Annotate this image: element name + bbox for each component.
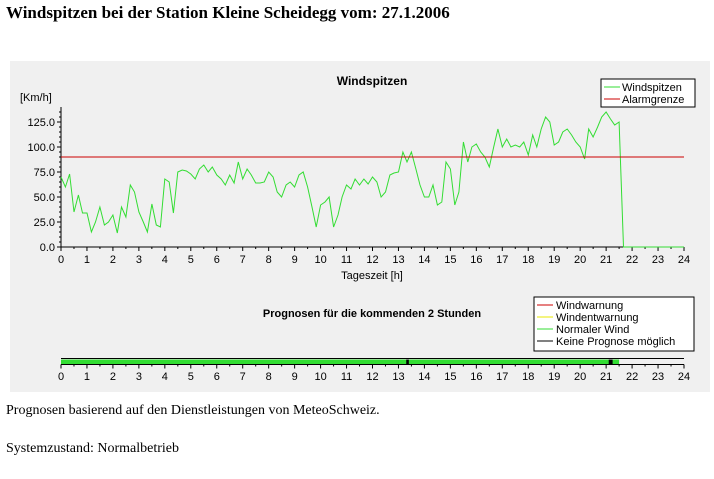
forecast-tick-label: 16 <box>470 371 482 383</box>
x-tick-label: 9 <box>292 254 298 266</box>
y-tick-label: 50.0 <box>34 192 55 204</box>
series-line-windspitzen <box>60 111 684 248</box>
chart-panel: Windspitzen [Km/h] Tageszeit [h] 0.0 25.0 50.… <box>10 61 710 392</box>
x-tick-label: 13 <box>392 254 404 266</box>
forecast-legend <box>533 296 695 352</box>
y-tick-label: 100.0 <box>27 142 55 154</box>
x-tick-label: 8 <box>266 254 272 266</box>
system-status: Systemzustand: Normalbetrieb <box>6 441 180 456</box>
y-tick-label: 75.0 <box>34 167 55 179</box>
x-tick-label: 10 <box>314 254 326 266</box>
x-tick-label: 22 <box>626 254 638 266</box>
forecast-tick-label: 20 <box>574 371 586 383</box>
x-tick-label: 23 <box>652 254 664 266</box>
forecast-tick-label: 14 <box>418 371 430 383</box>
forecast-tick-label: 12 <box>366 371 378 383</box>
x-tick-label: 21 <box>600 254 612 266</box>
x-tick-label: 0 <box>58 254 64 266</box>
forecast-legend-label: Normaler Wind <box>556 324 629 336</box>
legend-label: Windspitzen <box>622 82 682 94</box>
forecast-tick-label: 11 <box>341 371 352 383</box>
forecast-legend-label: Windwarnung <box>556 300 623 312</box>
forecast-segment-2 <box>608 359 613 365</box>
forecast-tick-label: 18 <box>522 371 534 383</box>
forecast-legend-label: Windentwarnung <box>556 312 639 324</box>
x-tick-label: 14 <box>418 254 430 266</box>
forecast-tick-label: 8 <box>266 371 272 383</box>
forecast-tick-label: 21 <box>600 371 612 383</box>
forecast-tick-label: 7 <box>240 371 246 383</box>
forecast-title: Prognosen für die kommenden 2 Stunden <box>263 308 481 320</box>
forecast-tick-label: 17 <box>496 371 508 383</box>
forecast-tick-label: 2 <box>110 371 116 383</box>
forecast-legend-label: Keine Prognose möglich <box>556 336 675 348</box>
forecast-tick-label: 5 <box>188 371 194 383</box>
x-tick-label: 17 <box>496 254 508 266</box>
x-tick-label: 1 <box>84 254 90 266</box>
y-tick-label: 0.0 <box>40 242 55 254</box>
forecast-tick-label: 6 <box>214 371 220 383</box>
forecast-tick-label: 1 <box>84 371 90 383</box>
forecast-tick-label: 10 <box>314 371 326 383</box>
x-tick-label: 12 <box>366 254 378 266</box>
x-tick-label: 2 <box>110 254 116 266</box>
line-chart-legend <box>600 78 696 108</box>
page-title: Windspitzen bei der Station Kleine Schei… <box>6 3 450 22</box>
chart-svg: Windspitzen [Km/h] Tageszeit [h] 0.0 25.0 50.… <box>20 74 696 383</box>
forecast-tick-label: 4 <box>162 371 168 383</box>
line-chart-title: Windspitzen <box>337 74 408 88</box>
forecast-tick-label: 15 <box>444 371 456 383</box>
forecast-segment-1 <box>406 359 409 365</box>
forecast-tick-label: 22 <box>626 371 638 383</box>
x-tick-label: 4 <box>162 254 168 266</box>
forecast-segment-0 <box>61 359 620 365</box>
x-tick-label: 19 <box>548 254 560 266</box>
x-tick-label: 5 <box>188 254 194 266</box>
x-tick-label: 20 <box>574 254 586 266</box>
y-tick-label: 125.0 <box>27 117 55 129</box>
x-tick-label: 11 <box>341 254 352 266</box>
x-tick-label: 24 <box>678 254 690 266</box>
x-axis-label: Tageszeit [h] <box>341 270 403 282</box>
x-tick-label: 7 <box>240 254 246 266</box>
forecast-tick-label: 0 <box>58 371 64 383</box>
forecast-tick-label: 13 <box>392 371 404 383</box>
y-tick-label: 25.0 <box>34 217 55 229</box>
x-tick-label: 15 <box>444 254 456 266</box>
x-tick-label: 18 <box>522 254 534 266</box>
x-tick-label: 16 <box>470 254 482 266</box>
forecast-tick-label: 19 <box>548 371 560 383</box>
y-axis-label: [Km/h] <box>20 92 52 104</box>
x-tick-label: 3 <box>136 254 142 266</box>
source-note: Prognosen basierend auf den Dienstleistu… <box>6 403 380 418</box>
legend-label: Alarmgrenze <box>622 94 684 106</box>
forecast-tick-label: 23 <box>652 371 664 383</box>
forecast-tick-label: 9 <box>292 371 298 383</box>
x-tick-label: 6 <box>214 254 220 266</box>
forecast-tick-label: 24 <box>678 371 690 383</box>
forecast-tick-label: 3 <box>136 371 142 383</box>
